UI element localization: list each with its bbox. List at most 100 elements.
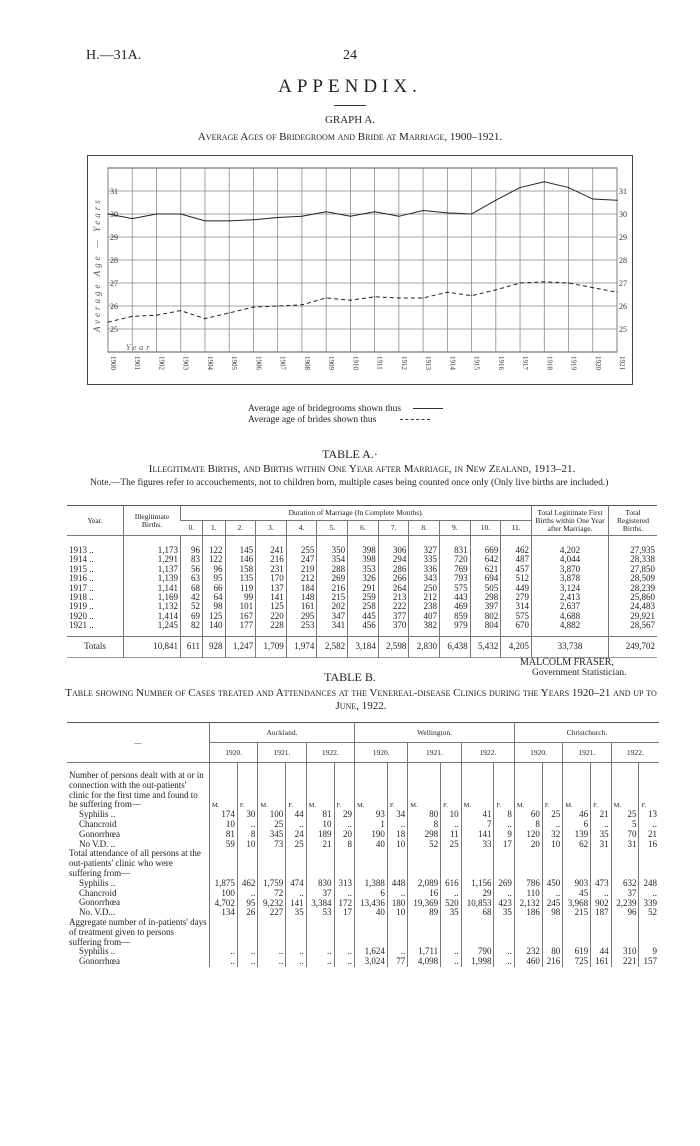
bride-data-point — [567, 282, 570, 284]
table-cell: .. — [333, 888, 355, 899]
table-cell: 98 — [541, 908, 563, 918]
table-cell: 148 — [285, 592, 317, 603]
table-cell: 180 — [386, 898, 408, 909]
table-cell: 247 — [285, 554, 317, 565]
table-cell: 72 — [257, 888, 286, 899]
row-label: Chancroid — [79, 818, 117, 829]
table-cell: 1,137 — [123, 564, 181, 575]
spacer-cell — [531, 535, 609, 546]
table-cell: 174 — [209, 810, 238, 820]
table-cell: 220 — [255, 611, 287, 622]
bridegroom-data-point — [519, 186, 521, 189]
table-cell: 694 — [469, 573, 501, 584]
bridegroom-data-point — [155, 213, 158, 215]
spacer-cell — [460, 762, 494, 771]
table-cell: 141 — [255, 592, 287, 603]
bride-data-point — [398, 297, 400, 299]
sex-header: F. — [493, 771, 515, 811]
section-row: Aggregate number of in-patients' days of… — [67, 917, 659, 948]
table-cell: 248 — [638, 878, 659, 889]
table-cell: 1914 .. — [69, 554, 94, 565]
spacer-cell — [440, 762, 462, 771]
table-cell: .. — [236, 957, 258, 967]
table-cell: 25 — [440, 839, 462, 850]
table-cell: .. — [236, 947, 258, 958]
table-cell: 4,098 — [407, 957, 441, 967]
table-cell: 831 — [438, 545, 471, 556]
document-reference: H.—31A. — [86, 48, 142, 63]
spacer-cell — [638, 762, 659, 771]
table-cell: 82 — [179, 621, 203, 637]
table-cell: 1916 .. — [69, 573, 94, 584]
table-cell: 1,759 — [257, 878, 286, 889]
table-cell: 228 — [255, 621, 287, 637]
table-cell: 119 — [224, 583, 256, 594]
table-cell: 326 — [347, 573, 379, 584]
table-cell: 266 — [377, 573, 409, 584]
table-cell: 216 — [316, 583, 348, 594]
bridegroom-data-point — [374, 211, 376, 213]
spacer-cell — [562, 762, 591, 771]
empty-cell — [493, 917, 515, 948]
table-cell: 314 — [500, 602, 532, 612]
table-cell: 903 — [562, 878, 591, 889]
spacer-cell — [513, 762, 543, 771]
table-cell: 1,139 — [123, 573, 181, 584]
table-cell: 101 — [224, 602, 256, 612]
totals-cell: 1,247 — [224, 635, 256, 658]
table-cell: 902 — [590, 898, 612, 909]
section-label: Total attendance of all persons at the o… — [69, 848, 201, 878]
table-cell: 41 — [460, 810, 494, 820]
table-cell: 167 — [224, 611, 256, 622]
table-cell: 190 — [353, 829, 388, 840]
table-row: Syphilis .. 174 30 100 44 81 29 93 34 80 10 41 8 60 25… — [67, 809, 659, 820]
table-cell: 306 — [377, 545, 409, 556]
table-cell: 8 — [493, 810, 515, 820]
y-tick-label-left: 31 — [110, 187, 118, 196]
empty-cell — [541, 917, 563, 948]
table-b-title: TABLE B. — [324, 670, 376, 684]
table-cell: 25 — [285, 839, 307, 850]
table-cell: .. — [440, 819, 462, 830]
table-cell: 52 — [407, 839, 441, 850]
empty-cell — [285, 917, 307, 948]
table-cell: 1920 .. — [69, 610, 94, 621]
table-cell: .. — [209, 947, 238, 958]
bride-data-point — [107, 321, 109, 323]
table-cell: 258 — [347, 602, 379, 612]
table-cell: 19,369 — [407, 898, 441, 909]
x-tick-label: 1907 — [279, 356, 287, 371]
table-cell: .. — [333, 819, 355, 830]
spacer-cell — [209, 762, 238, 771]
empty-cell — [638, 849, 659, 879]
table-cell: 353 — [347, 564, 379, 575]
spacer-cell — [386, 762, 408, 771]
table-cell: 21 — [305, 839, 335, 850]
table-cell: 456 — [347, 621, 379, 637]
table-cell: 186 — [513, 908, 543, 918]
y-tick-label-left: 28 — [110, 256, 118, 265]
x-tick-label: 1913 — [424, 356, 432, 371]
table-cell: 238 — [408, 602, 440, 612]
spacer-cell — [285, 535, 317, 546]
city-header: Wellington. — [353, 722, 515, 743]
table-cell: 125 — [202, 611, 225, 622]
table-cell: 137 — [255, 583, 287, 594]
empty-cell — [209, 917, 238, 948]
legend-item-brides: Average age of brides shown thus — [248, 415, 443, 426]
table-cell: 68 — [460, 908, 494, 918]
table-cell: 3,124 — [531, 583, 609, 594]
sex-header: M. — [562, 771, 591, 811]
row-label: Gonorrhœa — [79, 828, 120, 839]
table-cell: 232 — [513, 947, 543, 958]
bridegroom-data-point — [422, 209, 424, 212]
table-cell: 35 — [440, 908, 462, 918]
bridegroom-data-point — [567, 186, 570, 189]
spacer-cell — [541, 762, 563, 771]
table-cell: .. — [285, 888, 307, 899]
signatory-name: MALCOLM FRASER, — [520, 657, 614, 668]
table-cell: 10 — [440, 810, 462, 820]
totals-cell: 6,438 — [438, 635, 471, 658]
table-cell: .. — [386, 819, 408, 830]
x-tick-label: 1908 — [303, 356, 311, 371]
